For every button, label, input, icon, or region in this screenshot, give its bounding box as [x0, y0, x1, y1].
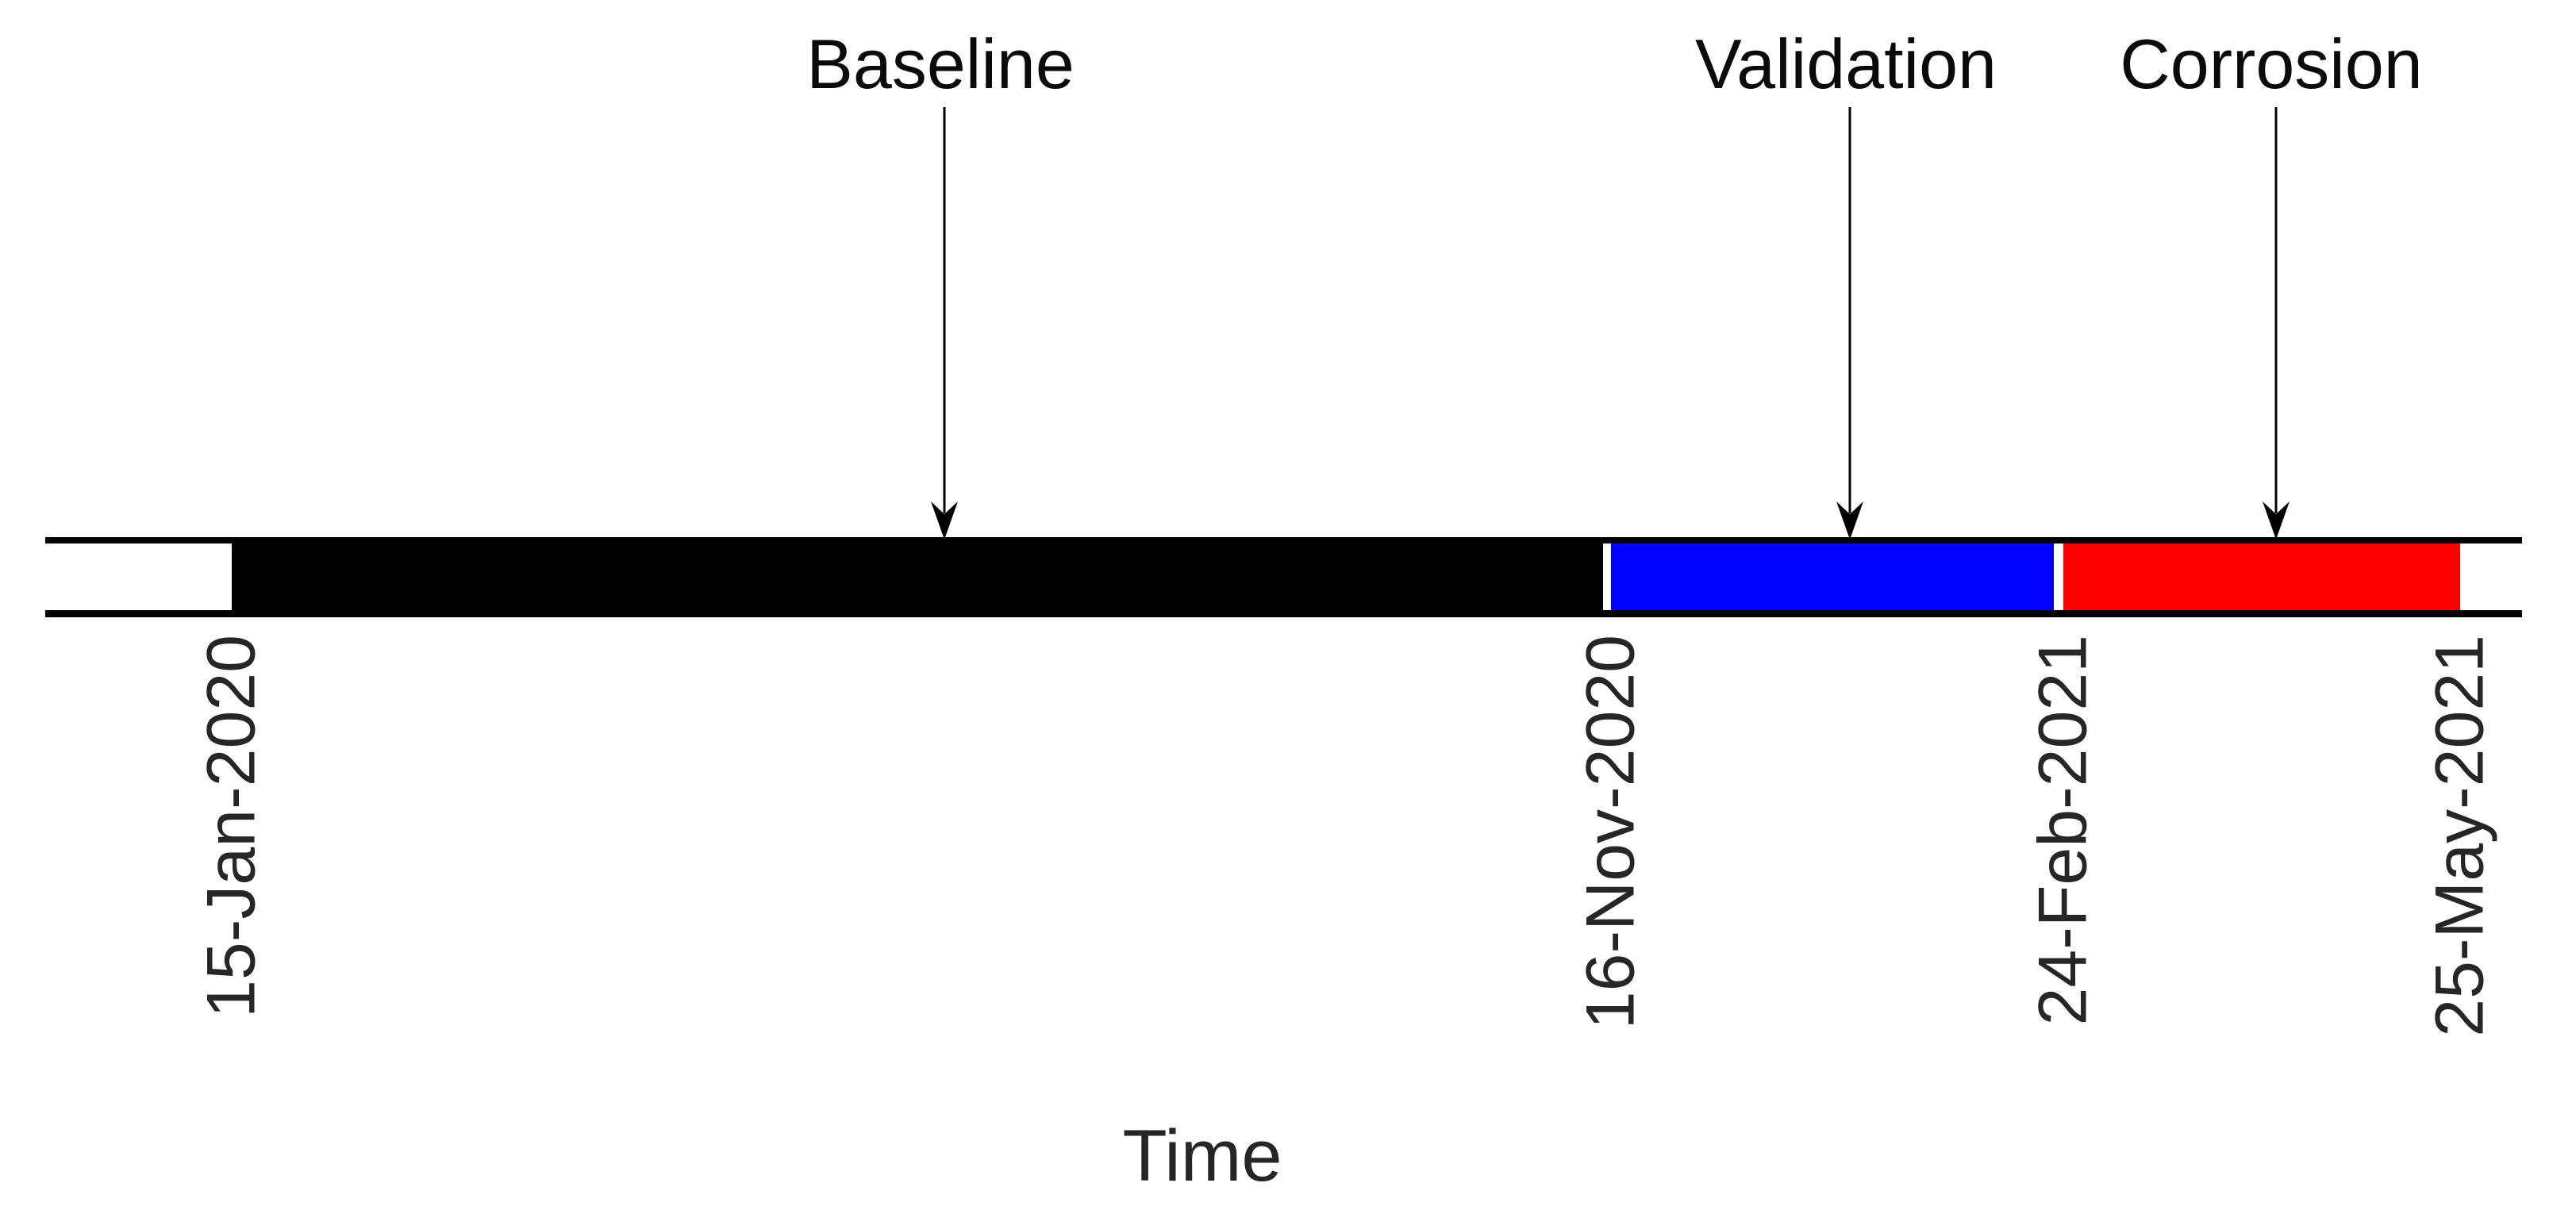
corrosion-segment-bar [2063, 543, 2460, 610]
tick-label-15-jan-2020: 15-Jan-2020 [193, 635, 270, 1018]
corrosion-down-arrow-icon [2263, 107, 2290, 540]
tick-label-25-may-2021: 25-May-2021 [2421, 635, 2498, 1037]
validation-segment-bar [1611, 543, 2054, 610]
validation-label: Validation [1695, 25, 1997, 103]
tick-label-16-nov-2020: 16-Nov-2020 [1572, 635, 1649, 1030]
baseline-down-arrow-icon [931, 107, 958, 540]
baseline-label: Baseline [806, 25, 1075, 103]
corrosion-label: Corrosion [2120, 25, 2423, 103]
baseline-segment-bar [232, 537, 1603, 617]
tick-label-24-feb-2021: 24-Feb-2021 [2024, 635, 2101, 1026]
validation-down-arrow-icon [1836, 107, 1863, 540]
x-axis-label: Time [1122, 1116, 1282, 1196]
